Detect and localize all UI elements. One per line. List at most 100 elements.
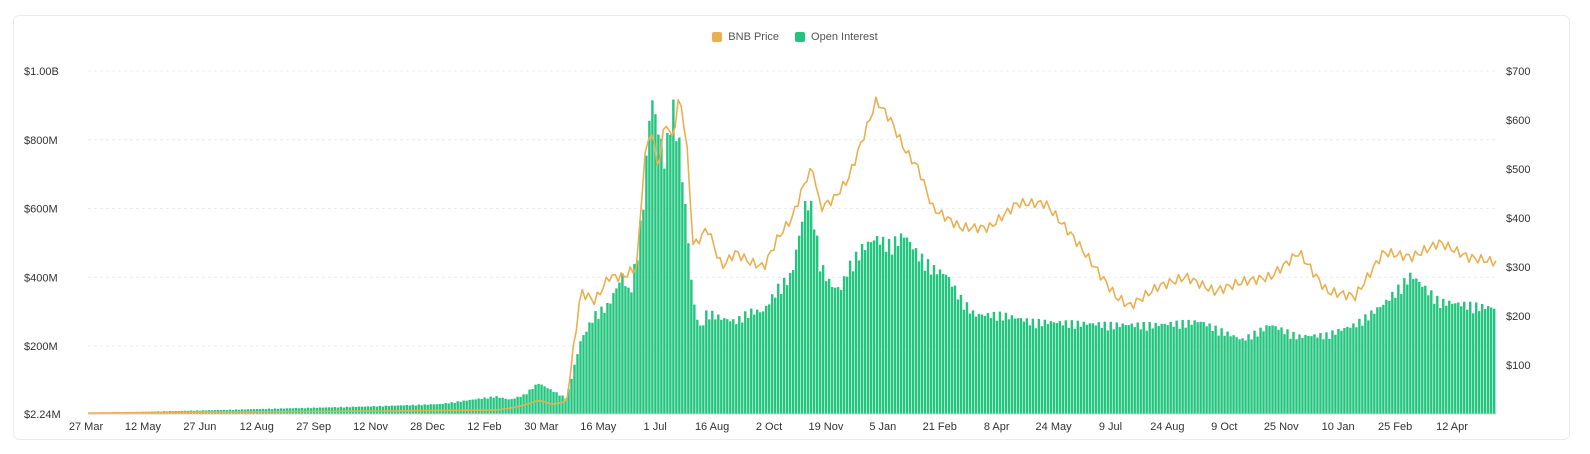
oi-bar-420 (1346, 326, 1349, 414)
oi-bar-223 (756, 309, 759, 414)
oi-bar-409 (1313, 334, 1316, 414)
oi-bar-300 (986, 312, 990, 414)
oi-bar-417 (1337, 328, 1340, 414)
oi-bar-162 (573, 364, 576, 414)
oi-bar-357 (1157, 326, 1160, 414)
oi-bar-273 (905, 237, 909, 414)
oi-bar-199 (684, 203, 687, 414)
oi-bar-455 (1451, 303, 1454, 414)
y-right-tick-0: $100 (1506, 360, 1530, 372)
oi-bar-450 (1436, 295, 1439, 414)
y-right-tick-3: $400 (1506, 213, 1530, 225)
oi-bar-208 (711, 310, 714, 414)
oi-bar-425 (1361, 325, 1364, 414)
oi-bar-376 (1214, 325, 1217, 414)
oi-bar-371 (1199, 321, 1202, 414)
oi-bar-314 (1028, 325, 1032, 414)
x-tick-14: 5 Jan (869, 421, 896, 433)
oi-bar-403 (1295, 339, 1298, 414)
oi-bar-227 (768, 304, 771, 414)
oi-bar-282 (932, 264, 936, 414)
oi-bar-264 (878, 244, 882, 414)
oi-bar-256 (854, 251, 858, 414)
x-tick-10: 1 Jul (644, 421, 667, 433)
oi-bar-415 (1331, 330, 1334, 414)
oi-bar-392 (1262, 331, 1265, 414)
oi-bar-249 (833, 287, 837, 414)
oi-bar-338 (1100, 327, 1103, 414)
oi-bar-182 (633, 263, 636, 414)
oi-bar-142 (513, 398, 516, 414)
oi-bar-275 (911, 249, 915, 414)
oi-bar-365 (1181, 319, 1184, 414)
oi-bar-298 (980, 314, 984, 414)
oi-bar-388 (1250, 339, 1253, 414)
oi-bar-321 (1049, 321, 1053, 414)
oi-bar-150 (537, 383, 540, 414)
oi-bar-125 (462, 400, 465, 414)
oi-bar-311 (1019, 318, 1023, 414)
oi-bar-137 (498, 397, 501, 414)
oi-bar-418 (1340, 330, 1343, 414)
oi-bar-172 (603, 312, 606, 414)
oi-bar-438 (1400, 294, 1403, 414)
oi-bar-458 (1460, 306, 1463, 414)
oi-bar-224 (759, 312, 762, 414)
x-tick-2: 27 Jun (183, 421, 216, 433)
x-tick-13: 19 Nov (808, 421, 843, 433)
oi-bar-423 (1355, 327, 1358, 414)
oi-bar-143 (516, 396, 519, 414)
oi-bar-93 (366, 406, 369, 414)
oi-bar-358 (1160, 323, 1163, 414)
oi-bar-323 (1055, 323, 1059, 414)
oi-bar-110 (417, 404, 420, 414)
oi-bar-200 (687, 243, 690, 414)
oi-bar-347 (1127, 325, 1130, 414)
oi-bar-459 (1463, 301, 1466, 414)
y-left-tick-5: $1.00B (24, 66, 59, 78)
oi-bar-122 (453, 402, 456, 414)
oi-bar-240 (806, 210, 810, 414)
oi-bar-250 (836, 287, 840, 414)
oi-bar-394 (1268, 326, 1271, 414)
x-tick-23: 25 Feb (1378, 421, 1412, 433)
oi-bar-217 (738, 315, 741, 414)
oi-bar-263 (875, 235, 879, 414)
oi-bar-152 (543, 386, 546, 414)
oi-bar-304 (998, 311, 1002, 414)
oi-bar-454 (1448, 300, 1451, 414)
oi-bar-379 (1223, 335, 1226, 414)
oi-bar-147 (528, 389, 531, 414)
oi-bar-346 (1124, 325, 1127, 414)
x-tick-8: 30 Mar (524, 421, 559, 433)
oi-bar-299 (983, 315, 987, 414)
oi-bar-337 (1097, 322, 1100, 414)
oi-bar-353 (1145, 330, 1148, 414)
oi-bar-288 (950, 286, 954, 414)
oi-bar-228 (771, 294, 774, 414)
oi-bar-434 (1388, 300, 1391, 414)
oi-bar-461 (1469, 301, 1472, 414)
oi-bar-435 (1391, 291, 1394, 414)
chart-legend: BNB Price Open Interest (0, 29, 1590, 45)
oi-bar-280 (926, 259, 930, 414)
oi-bar-121 (450, 402, 453, 414)
legend-item-price[interactable]: BNB Price (712, 31, 779, 43)
oi-bar-160 (567, 388, 570, 414)
legend-item-open-interest[interactable]: Open Interest (795, 31, 878, 43)
oi-bar-363 (1175, 320, 1178, 414)
oi-bar-325 (1061, 325, 1065, 414)
x-tick-0: 27 Mar (69, 421, 104, 433)
oi-bar-244 (818, 271, 822, 414)
oi-bar-345 (1121, 323, 1124, 414)
oi-bar-186 (645, 155, 648, 414)
oi-bar-451 (1439, 307, 1442, 414)
oi-bar-312 (1022, 321, 1026, 414)
oi-bar-115 (432, 404, 435, 414)
oi-bar-135 (492, 397, 495, 414)
oi-bar-206 (705, 310, 708, 414)
x-tick-5: 12 Nov (353, 421, 388, 433)
oi-bar-269 (893, 236, 897, 414)
oi-bar-467 (1487, 306, 1490, 414)
